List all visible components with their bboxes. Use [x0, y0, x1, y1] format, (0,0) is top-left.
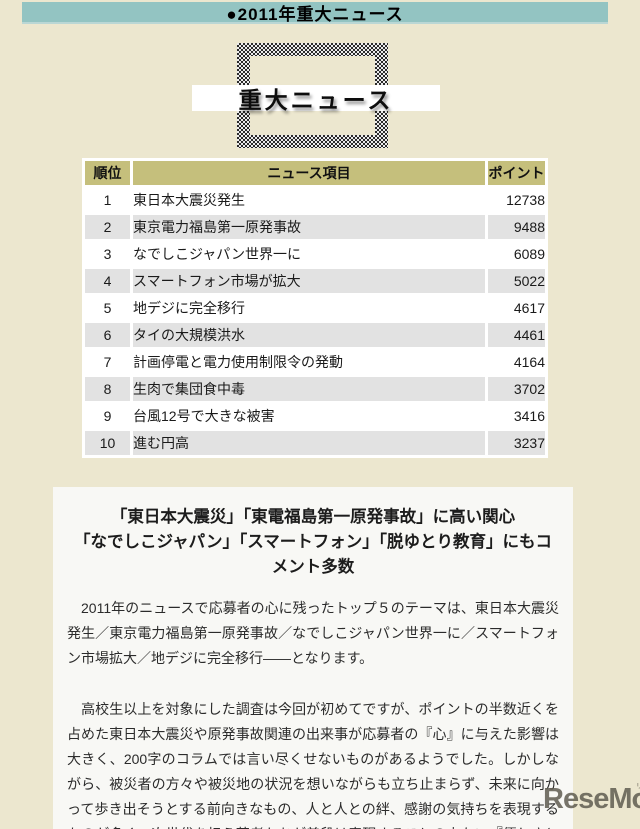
points-cell: 4461 [488, 323, 545, 347]
rank-cell: 4 [85, 269, 130, 293]
points-cell: 12738 [488, 188, 545, 212]
rank-cell: 10 [85, 431, 130, 455]
table-header-row: 順位 ニュース項目 ポイント [85, 161, 545, 185]
resemom-logo: ReseMom. [543, 783, 640, 815]
resemom-ruby: リセマム [636, 781, 640, 791]
rank-cell: 7 [85, 350, 130, 374]
table-row: 10 進む円高 3237 [85, 431, 545, 455]
item-cell: 東京電力福島第一原発事故 [133, 215, 485, 239]
ranking-table-wrap: 順位 ニュース項目 ポイント 1 東日本大震災発生 12738 2 東京電力福島… [82, 158, 548, 458]
article-heading: 「東日本大震災」「東電福島第一原発事故」に高い関心 「なでしこジャパン」「スマー… [67, 505, 559, 580]
table-row: 7 計画停電と電力使用制限令の発動 4164 [85, 350, 545, 374]
article-paragraph: 2011年のニュースで応募者の心に残ったトップ５のテーマは、東日本大震災発生／東… [67, 600, 559, 666]
points-cell: 9488 [488, 215, 545, 239]
item-cell: 地デジに完全移行 [133, 296, 485, 320]
article-heading-line1: 「東日本大震災」「東電福島第一原発事故」に高い関心 [110, 508, 516, 526]
rank-cell: 6 [85, 323, 130, 347]
item-cell: タイの大規模洪水 [133, 323, 485, 347]
col-header-item: ニュース項目 [133, 161, 485, 185]
table-row: 4 スマートフォン市場が拡大 5022 [85, 269, 545, 293]
rank-cell: 3 [85, 242, 130, 266]
article-paragraph: 高校生以上を対象にした調査は今回が初めてですが、ポイントの半数近くを占めた東日本… [67, 701, 559, 829]
points-cell: 4164 [488, 350, 545, 374]
points-cell: 3416 [488, 404, 545, 428]
col-header-points: ポイント [488, 161, 545, 185]
table-row: 3 なでしこジャパン世界一に 6089 [85, 242, 545, 266]
article-heading-line2: 「なでしこジャパン」「スマートフォン」「脱ゆとり教育」にもコメント多数 [73, 533, 552, 576]
table-row: 2 東京電力福島第一原発事故 9488 [85, 215, 545, 239]
table-row: 9 台風12号で大きな被害 3416 [85, 404, 545, 428]
table-row: 6 タイの大規模洪水 4461 [85, 323, 545, 347]
ranking-table: 順位 ニュース項目 ポイント 1 東日本大震災発生 12738 2 東京電力福島… [82, 158, 548, 458]
item-cell: 生肉で集団食中毒 [133, 377, 485, 401]
item-cell: 進む円高 [133, 431, 485, 455]
section-title: ●2011年重大ニュース [226, 4, 404, 24]
table-row: 8 生肉で集団食中毒 3702 [85, 377, 545, 401]
points-cell: 5022 [488, 269, 545, 293]
rank-cell: 2 [85, 215, 130, 239]
section-title-bar: ●2011年重大ニュース [22, 2, 608, 24]
logo-label: 重大ニュース [238, 87, 394, 113]
rank-cell: 5 [85, 296, 130, 320]
item-cell: 台風12号で大きな被害 [133, 404, 485, 428]
resemom-watermark: リセマム ReseMom. [543, 783, 640, 815]
table-row: 5 地デジに完全移行 4617 [85, 296, 545, 320]
item-cell: なでしこジャパン世界一に [133, 242, 485, 266]
item-cell: スマートフォン市場が拡大 [133, 269, 485, 293]
table-row: 1 東日本大震災発生 12738 [85, 188, 545, 212]
points-cell: 3702 [488, 377, 545, 401]
points-cell: 6089 [488, 242, 545, 266]
rank-cell: 8 [85, 377, 130, 401]
rank-cell: 9 [85, 404, 130, 428]
rank-cell: 1 [85, 188, 130, 212]
item-cell: 東日本大震災発生 [133, 188, 485, 212]
points-cell: 3237 [488, 431, 545, 455]
logo-banner: 重大ニュース [192, 85, 440, 113]
article-panel: 「東日本大震災」「東電福島第一原発事故」に高い関心 「なでしこジャパン」「スマー… [53, 487, 573, 829]
points-cell: 4617 [488, 296, 545, 320]
col-header-rank: 順位 [85, 161, 130, 185]
item-cell: 計画停電と電力使用制限令の発動 [133, 350, 485, 374]
